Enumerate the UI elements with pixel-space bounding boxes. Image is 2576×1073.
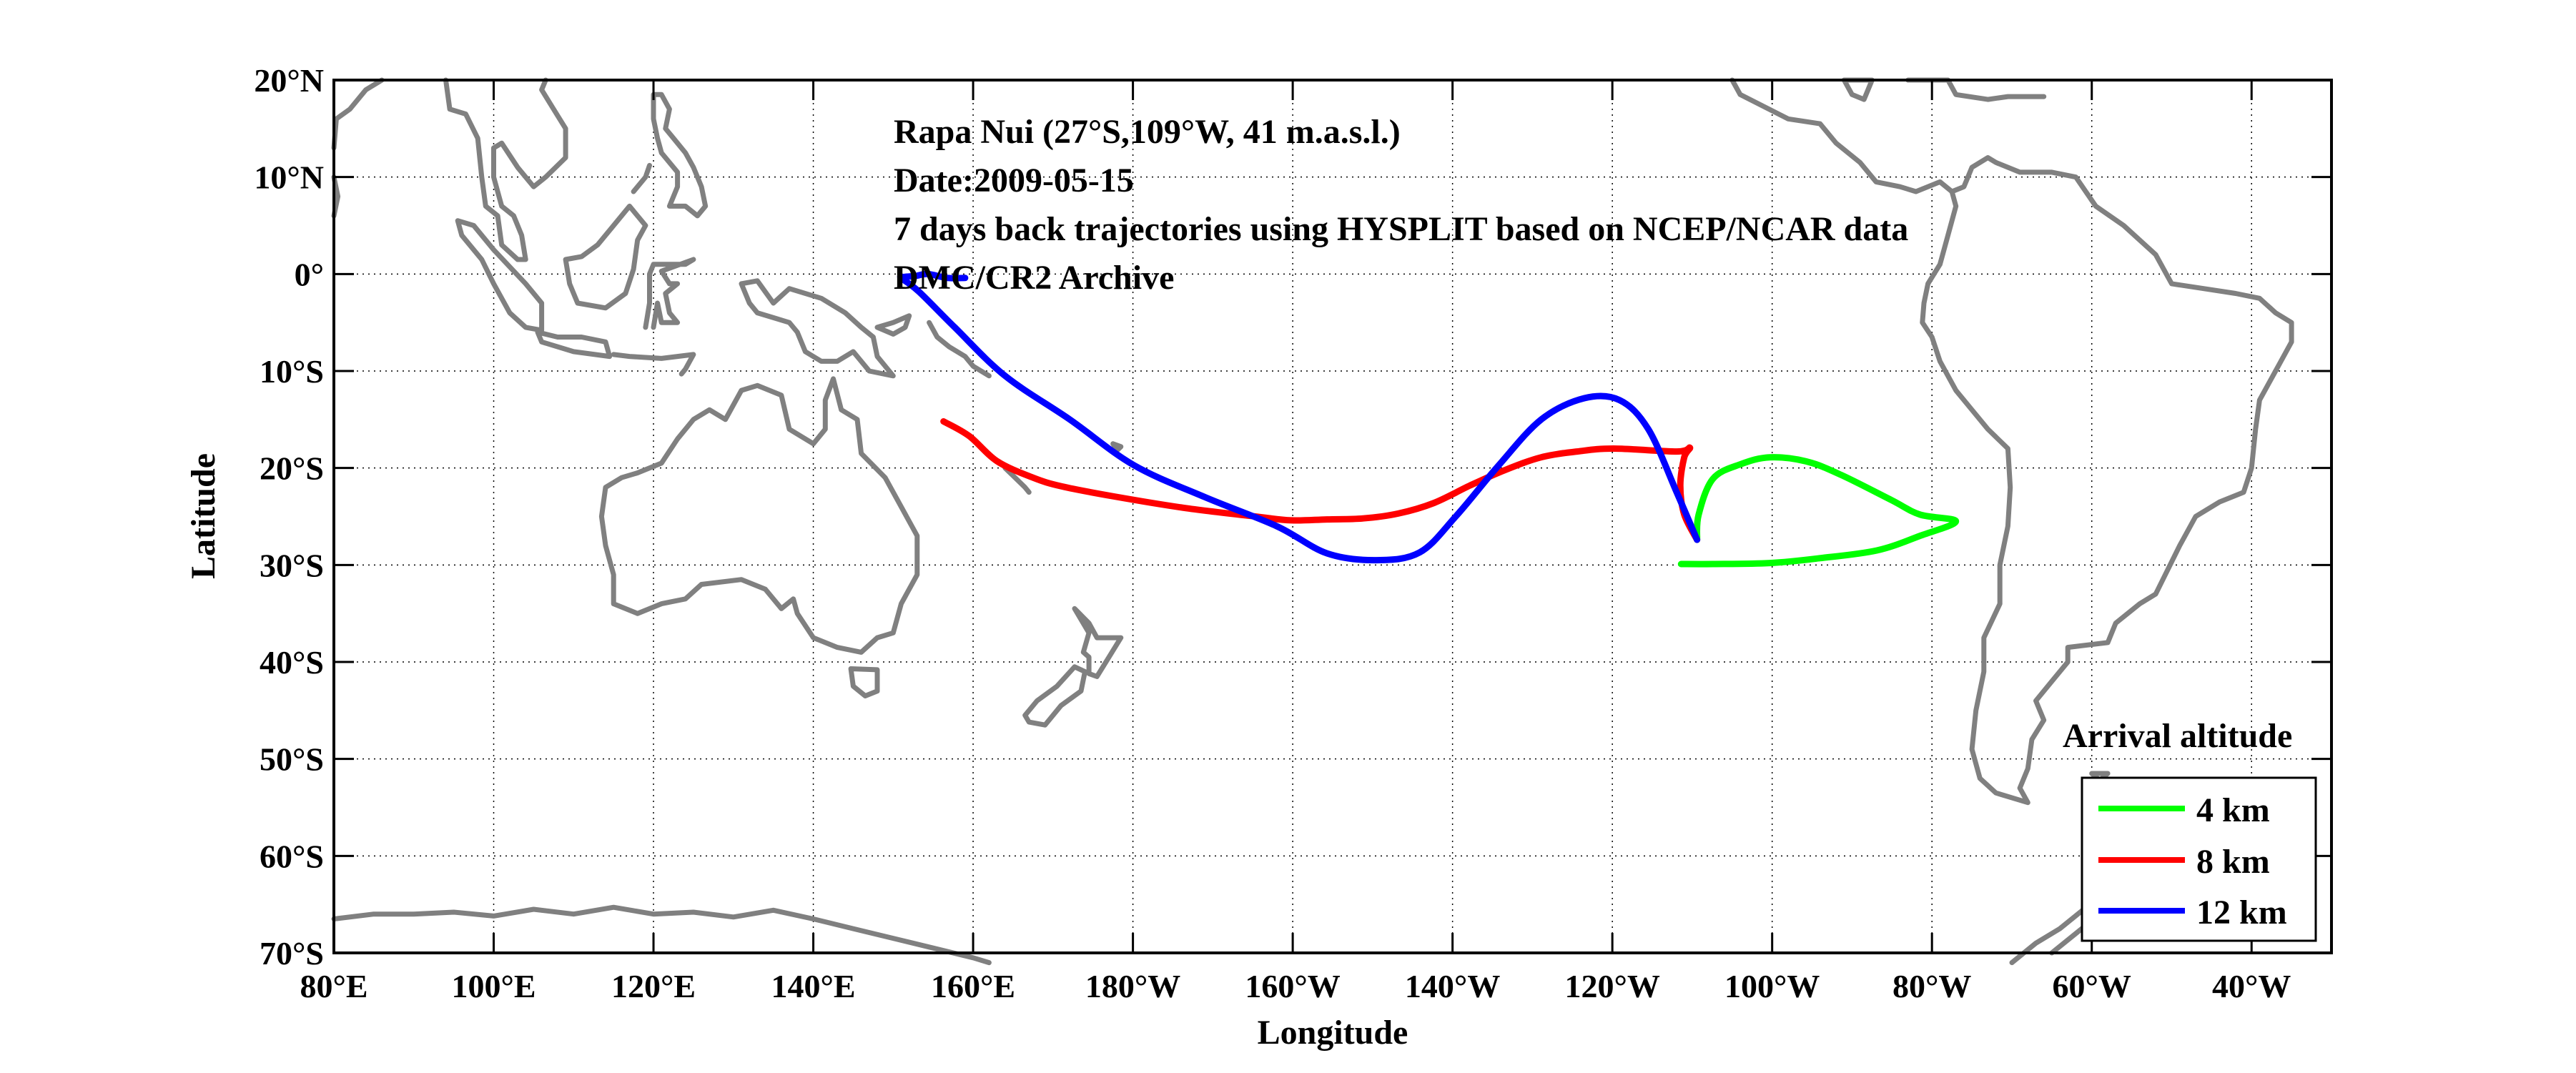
coast-java xyxy=(535,330,613,360)
y-tick-label: 40°S xyxy=(260,644,324,681)
coast-lesser-sunda xyxy=(611,352,696,377)
y-tick-label: 60°S xyxy=(260,838,324,874)
coast-new-britain xyxy=(874,313,912,337)
coast-south-america xyxy=(1920,155,2294,806)
trajectory-4km xyxy=(1677,454,1960,568)
coast-new-guinea xyxy=(739,278,896,379)
axes-frame xyxy=(332,79,2333,954)
legend-label-4km: 4 km xyxy=(2196,791,2270,829)
y-tick-label: 70°S xyxy=(260,935,324,971)
y-tick-labels: 20°N 10°N 0° 10°S 20°S 30°S 40°S 50°S 60°S 70°S xyxy=(254,62,324,971)
x-tick-label: 80°W xyxy=(1892,968,1971,1004)
coast-nz-north xyxy=(1072,605,1124,679)
y-tick-label: 10°S xyxy=(260,353,324,390)
x-tick-label: 160°E xyxy=(931,968,1015,1004)
legend: Arrival altitude 4 km 8 km 12 km xyxy=(2063,717,2317,942)
x-tick-label: 60°W xyxy=(2053,968,2131,1004)
trajectories xyxy=(897,270,1960,568)
legend-label-12km: 12 km xyxy=(2196,894,2287,931)
coast-sumatra xyxy=(455,218,545,333)
y-tick-label: 0° xyxy=(295,256,324,292)
x-tick-label: 120°E xyxy=(611,968,696,1004)
coast-antarctica-east xyxy=(331,904,992,966)
annotation-line-archive: DMC/CR2 Archive xyxy=(894,259,1174,297)
coast-tasmania xyxy=(848,666,880,698)
y-tick-label: 50°S xyxy=(260,741,324,778)
x-tick-label: 160°W xyxy=(1245,968,1340,1004)
y-tick-label: 10°N xyxy=(254,159,324,196)
trajectory-12km xyxy=(897,270,1701,564)
x-tick-labels: 80°E 100°E 120°E 140°E 160°E 180°W 160°W 140°W 1… xyxy=(300,968,2291,1004)
annotation-line-site: Rapa Nui (27°S,109°W, 41 m.a.s.l.) xyxy=(894,113,1401,151)
y-tick-label: 30°S xyxy=(260,547,324,583)
x-tick-label: 140°W xyxy=(1405,968,1500,1004)
x-tick-label: 80°E xyxy=(300,968,367,1004)
coast-fiji xyxy=(1110,441,1124,453)
coast-asia-india xyxy=(331,77,385,151)
x-axis-title: Longitude xyxy=(1258,1014,1408,1052)
x-tick-label: 120°W xyxy=(1564,968,1659,1004)
coast-new-caledonia xyxy=(1002,465,1032,495)
legend-label-8km: 8 km xyxy=(2196,843,2270,881)
x-tick-label: 180°W xyxy=(1085,968,1180,1004)
y-tick-label: 20°S xyxy=(260,450,324,487)
x-tick-label: 40°W xyxy=(2212,968,2291,1004)
annotation-line-method: 7 days back trajectories using HYSPLIT b… xyxy=(894,210,1908,248)
annotation-line-date: Date:2009-05-15 xyxy=(894,162,1134,199)
coast-indochina xyxy=(443,77,568,262)
coast-philippines xyxy=(651,92,709,219)
y-tick-label: 20°N xyxy=(254,62,324,99)
coast-central-america xyxy=(1729,77,1955,194)
coast-palawan xyxy=(631,162,652,194)
x-tick-label: 140°E xyxy=(771,968,856,1004)
coast-solomons xyxy=(927,320,992,379)
coast-nz-south xyxy=(1022,664,1087,728)
coast-australia xyxy=(598,376,920,655)
coast-borneo xyxy=(563,203,648,311)
legend-title: Arrival altitude xyxy=(2063,717,2292,755)
x-tick-label: 100°E xyxy=(451,968,536,1004)
y-axis-title: Latitude xyxy=(184,453,222,579)
title-annotation: Rapa Nui (27°S,109°W, 41 m.a.s.l.) Date:… xyxy=(894,113,1908,297)
trajectory-8km xyxy=(940,418,1701,543)
axes-box xyxy=(332,79,2333,954)
x-tick-label: 100°W xyxy=(1724,968,1820,1004)
coast-sulawesi xyxy=(643,257,696,330)
